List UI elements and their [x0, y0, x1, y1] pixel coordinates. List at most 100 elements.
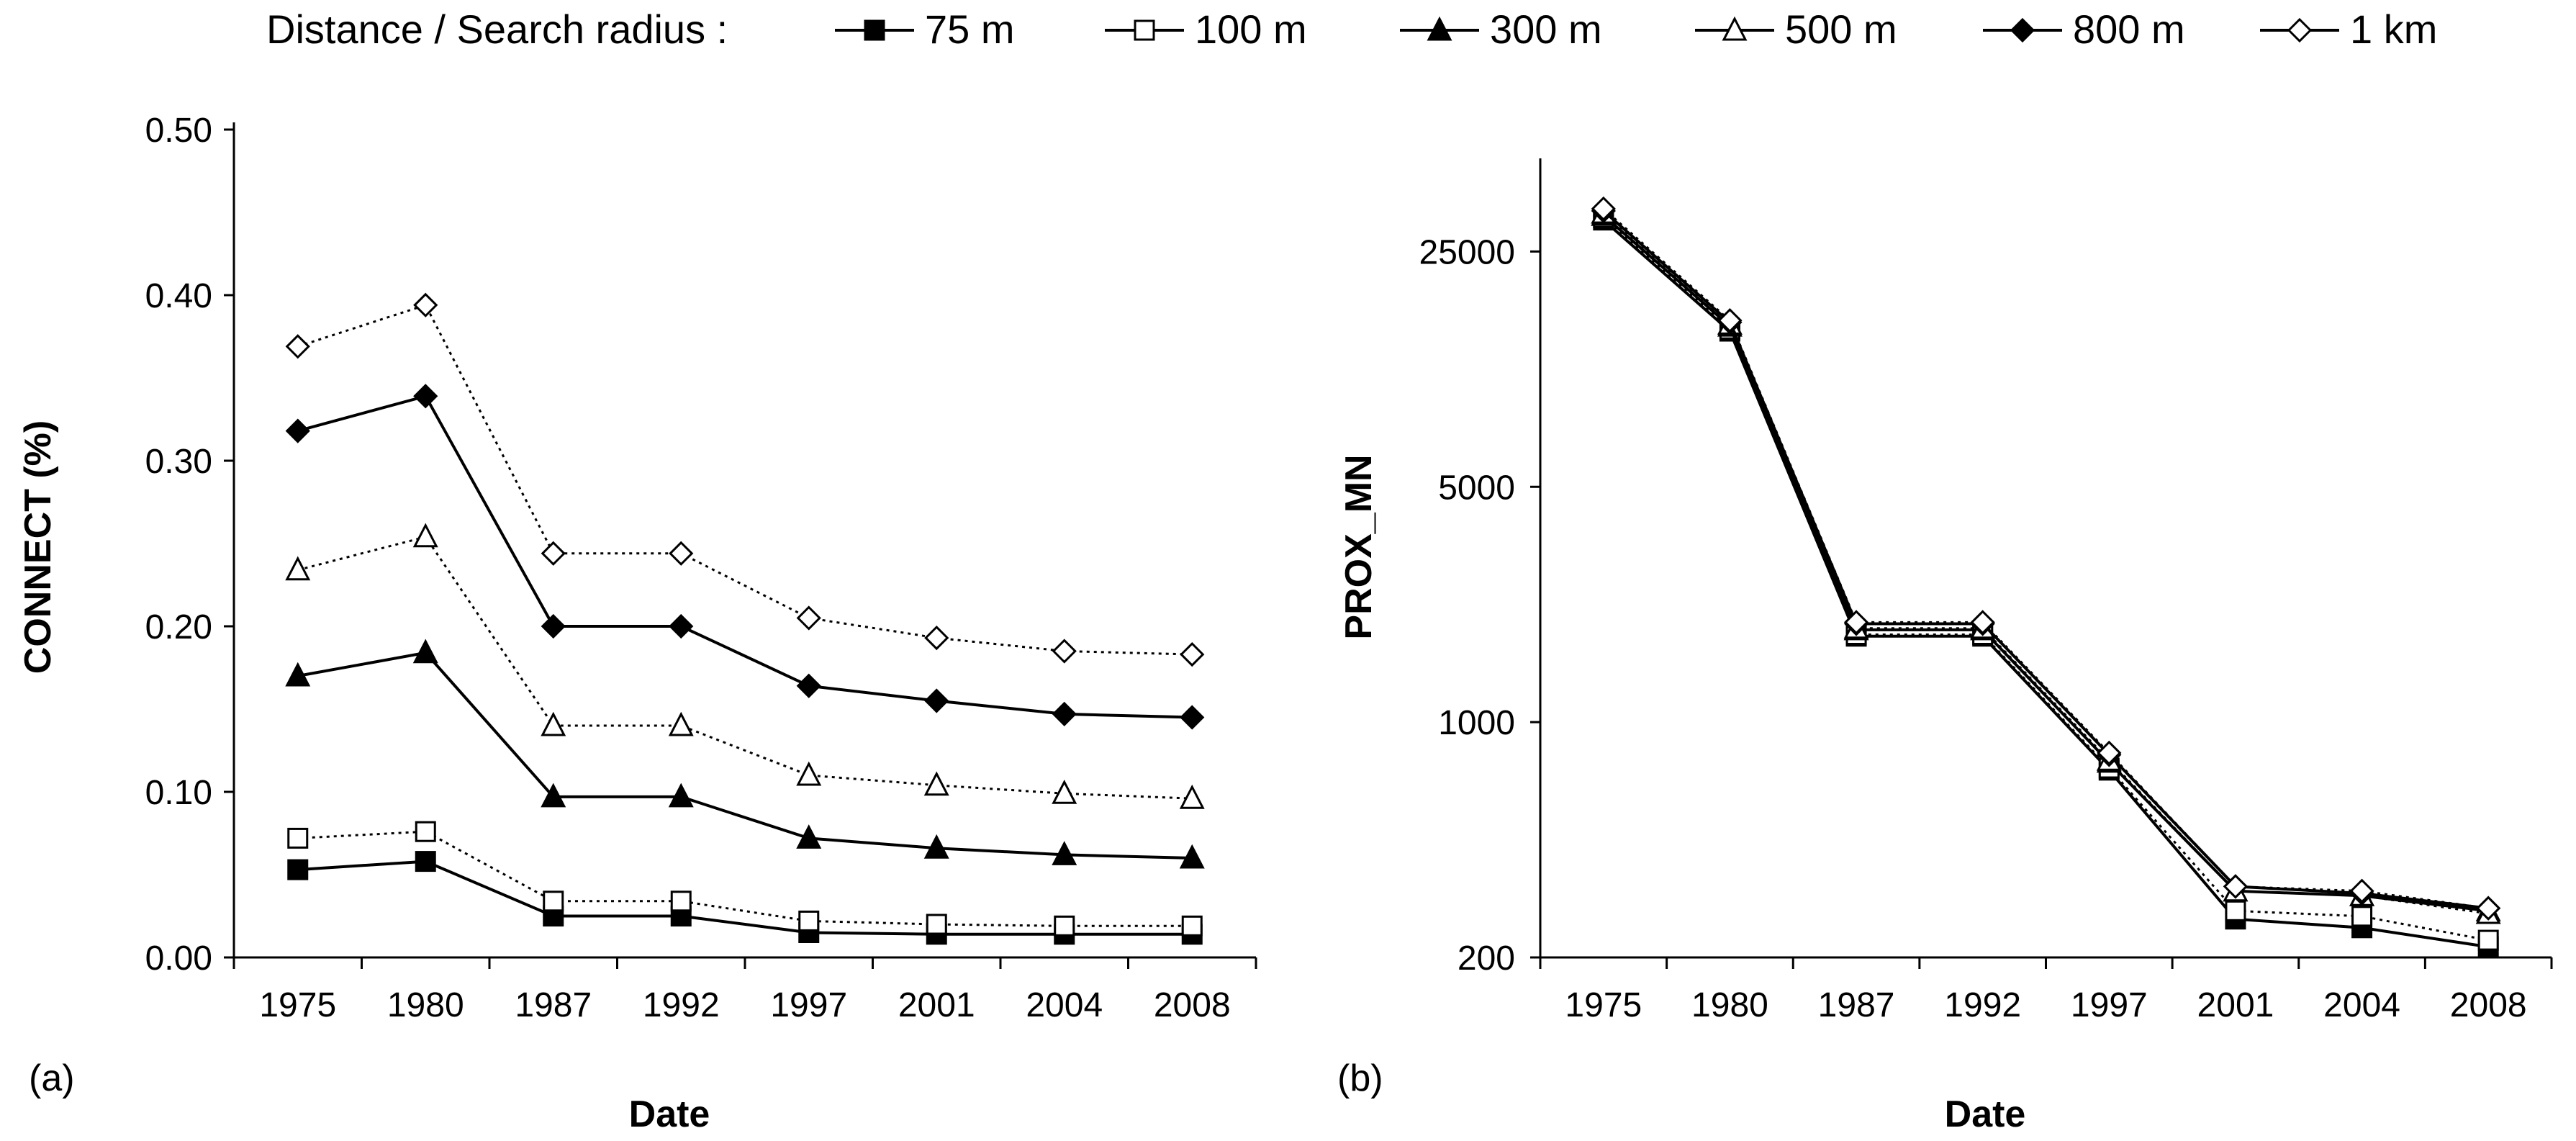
y-tick-label: 0.20 — [145, 608, 212, 646]
legend: Distance / Search radius : 75 m 100 m 300 … — [266, 6, 2437, 52]
y-tick-label: 0.10 — [145, 774, 212, 812]
x-tick-label: 2004 — [1026, 986, 1103, 1024]
legend-label: 500 m — [1785, 6, 1897, 52]
series-line — [297, 303, 1193, 656]
data-point — [2351, 906, 2373, 927]
y-axis-title: CONNECT (%) — [17, 420, 59, 674]
data-point — [1591, 196, 1616, 222]
y-tick-label: 5000 — [1438, 469, 1515, 507]
data-point — [413, 292, 438, 317]
series-line — [297, 536, 1193, 800]
legend-marker — [864, 19, 885, 41]
legend-label: 800 m — [2073, 6, 2185, 52]
legend-item-100-m: 100 m — [1105, 6, 1307, 52]
data-point — [668, 783, 694, 808]
series-line — [297, 830, 1193, 927]
x-tick-label: 1987 — [1818, 986, 1895, 1024]
x-tick-label: 1980 — [387, 986, 464, 1024]
data-point — [796, 761, 822, 786]
data-point — [796, 824, 822, 849]
data-point — [287, 827, 309, 849]
data-point — [926, 914, 947, 935]
data-point — [285, 556, 311, 581]
data-point — [1052, 841, 1077, 865]
data-point — [1180, 705, 1205, 730]
y-tick-label: 0.00 — [145, 939, 212, 978]
x-tick-label: 1992 — [1944, 986, 2021, 1024]
x-tick-label: 1997 — [2071, 986, 2148, 1024]
data-point — [796, 673, 821, 698]
data-point — [285, 418, 310, 443]
x-tick-label: 1980 — [1691, 986, 1768, 1024]
legend-marker — [1427, 16, 1452, 41]
series-500-m — [285, 523, 1205, 809]
data-point — [668, 711, 694, 736]
x-axis-title: Date — [1945, 1093, 2026, 1135]
x-tick-label: 2008 — [2450, 986, 2527, 1024]
data-point — [1717, 308, 1743, 333]
data-point — [413, 384, 438, 409]
x-tick-label: 1975 — [1565, 986, 1642, 1024]
x-tick-label: 1997 — [770, 986, 847, 1024]
x-tick-label: 1975 — [259, 986, 336, 1024]
data-point — [1181, 915, 1203, 937]
x-tick-label: 1992 — [643, 986, 720, 1024]
data-point — [798, 910, 820, 932]
data-point — [415, 821, 436, 842]
legend-label: 1 km — [2350, 6, 2437, 52]
data-point — [541, 783, 566, 808]
legend-item-75-m: 75 m — [835, 6, 1015, 52]
panel-a: 0.00 0.10 0.20 0.30 0.40 0.50 1975 1980 1987 1992… — [17, 112, 1257, 1135]
x-tick-label: 1987 — [515, 986, 592, 1024]
series-1-km — [285, 292, 1205, 667]
data-point — [1970, 610, 1995, 635]
data-point — [2225, 900, 2246, 921]
data-point — [924, 625, 949, 651]
legend-marker — [2010, 17, 2035, 43]
y-axis-title: PROX_MN — [1338, 454, 1380, 639]
y-tick-label: 0.50 — [145, 112, 212, 150]
legend-item-1-km: 1 km — [2260, 6, 2437, 52]
data-point — [2477, 929, 2499, 951]
series-100-m — [287, 821, 1203, 937]
y-tick-label: 0.40 — [145, 277, 212, 315]
panel-b: 200 1000 5000 25000 1975 1980 1987 1992 1997 2001… — [1337, 158, 2553, 1135]
panel-label: (b) — [1337, 1057, 1383, 1099]
x-axis-title: Date — [629, 1093, 710, 1135]
data-point — [1054, 915, 1075, 937]
data-point — [669, 541, 694, 566]
data-point — [2349, 878, 2374, 903]
data-point — [924, 688, 949, 713]
data-point — [412, 523, 438, 548]
data-point — [285, 334, 310, 359]
series-line — [1602, 207, 2489, 910]
y-tick-label: 1000 — [1438, 704, 1515, 742]
legend-item-800-m: 800 m — [1983, 6, 2185, 52]
legend-marker — [2287, 17, 2313, 43]
data-point — [2476, 896, 2501, 921]
panel-label: (a) — [29, 1057, 75, 1099]
series-line — [297, 651, 1193, 860]
series-800-m — [285, 384, 1205, 730]
series-1-km — [1591, 196, 2501, 921]
legend-label: 100 m — [1195, 6, 1307, 52]
data-point — [287, 859, 309, 880]
data-point — [1843, 610, 1869, 635]
y-tick-label: 200 — [1458, 939, 1515, 978]
data-point — [285, 662, 311, 687]
data-point — [541, 613, 566, 639]
legend-marker — [1722, 16, 1748, 41]
x-tick-label: 2004 — [2323, 986, 2400, 1024]
x-tick-label: 2001 — [898, 986, 975, 1024]
legend-item-500-m: 500 m — [1695, 6, 1897, 52]
x-tick-label: 2001 — [2197, 986, 2274, 1024]
legend-label: 300 m — [1490, 6, 1602, 52]
legend-marker — [1134, 19, 1155, 41]
data-point — [796, 605, 821, 631]
series-300-m — [285, 639, 1205, 869]
data-point — [2097, 740, 2122, 766]
legend-label: 75 m — [925, 6, 1015, 52]
series-line — [297, 860, 1193, 936]
y-tick-label: 0.30 — [145, 443, 212, 481]
